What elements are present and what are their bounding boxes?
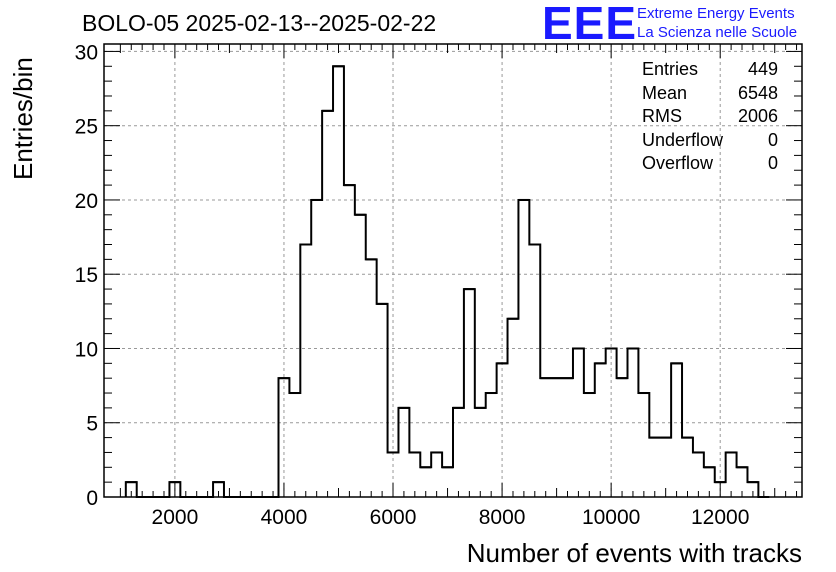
plot-title: BOLO-05 2025-02-13--2025-02-22	[82, 10, 437, 36]
x-tick-label: 8000	[479, 506, 526, 529]
y-tick-label: 25	[75, 116, 98, 139]
stats-row-entries: Entries 449	[642, 59, 778, 79]
y-tick-label: 10	[75, 338, 98, 361]
y-tick-label: 30	[75, 41, 98, 64]
stats-row-underflow: Underflow 0	[642, 129, 778, 150]
x-tick-label: 12000	[691, 506, 749, 529]
logo-line-1: Extreme Energy Events	[637, 5, 795, 22]
x-axis-label: Number of events with tracks	[466, 538, 802, 568]
y-tick-label: 15	[75, 264, 98, 287]
logo-line-2: La Scienza nelle Scuole	[637, 24, 798, 41]
x-tick-label: 10000	[582, 506, 640, 529]
plot-frame	[103, 43, 803, 498]
y-tick-label: 5	[86, 413, 98, 436]
axes	[103, 43, 803, 498]
eee-logo: EEE	[542, 0, 638, 49]
stats-row-mean: Mean 6548	[642, 82, 778, 103]
y-tick-label: 20	[75, 190, 98, 213]
stats-row-rms: RMS 2006	[642, 106, 778, 126]
x-tick-label: 6000	[370, 506, 417, 529]
x-tick-label: 4000	[261, 506, 308, 529]
tick-labels: 2000 4000 6000 8000 10000 12000 0 5 10 15 20 25 30	[75, 41, 750, 529]
stats-row-overflow: Overflow 0	[642, 153, 778, 173]
x-tick-label: 2000	[152, 506, 199, 529]
eee-logo-text: Extreme Energy Events La Scienza nelle S…	[637, 4, 797, 42]
y-axis-label: Entries/bin	[8, 57, 38, 180]
stats-box: Entries 449 Mean 6548 RMS 2006 Underflow 0 O…	[640, 58, 780, 176]
y-tick-label: 0	[86, 487, 98, 510]
